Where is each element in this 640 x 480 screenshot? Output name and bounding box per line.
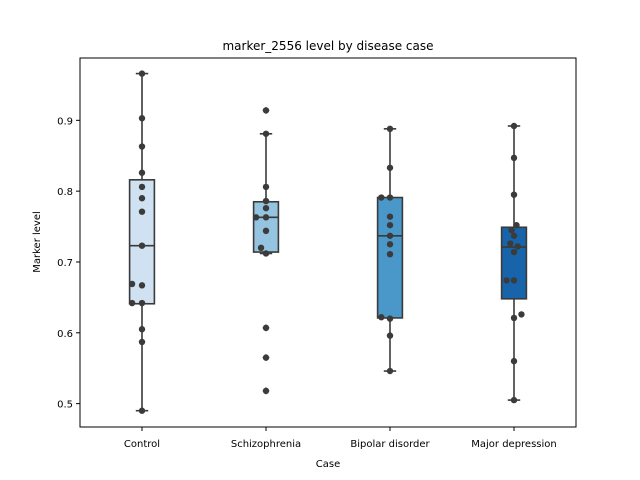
data-point <box>386 332 394 339</box>
data-point <box>262 354 270 361</box>
data-point <box>510 191 518 198</box>
x-tick-label: Bipolar disorder <box>350 439 430 450</box>
data-point <box>510 122 518 130</box>
data-point <box>503 277 510 284</box>
data-point <box>386 221 394 229</box>
x-tick-label: Major depression <box>471 439 557 450</box>
data-point <box>138 70 146 77</box>
data-point <box>138 242 146 249</box>
data-point <box>262 214 270 221</box>
box-group <box>500 125 528 401</box>
data-point <box>257 244 265 252</box>
y-tick-label: 0.7 <box>57 258 73 269</box>
data-point <box>386 164 394 171</box>
data-point <box>138 299 146 307</box>
x-axis: Control Schizophrenia Bipolar disorder Majo… <box>124 427 557 450</box>
data-point <box>386 213 394 220</box>
data-point <box>386 232 394 239</box>
data-point <box>510 357 518 365</box>
data-point <box>510 277 518 284</box>
data-point <box>138 407 146 414</box>
data-point <box>507 240 514 247</box>
data-point <box>262 324 270 332</box>
data-point <box>514 243 521 250</box>
data-point <box>252 214 260 221</box>
x-tick-label: Schizophrenia <box>231 439 301 450</box>
data-point <box>138 143 146 150</box>
data-point <box>386 125 394 133</box>
data-point <box>138 169 146 176</box>
y-tick-label: 0.8 <box>57 187 73 198</box>
data-point <box>128 280 136 288</box>
data-point <box>138 183 146 191</box>
data-point <box>386 250 394 258</box>
data-point <box>262 250 270 257</box>
y-axis: 0.5 0.6 0.7 0.8 0.9 <box>57 116 80 411</box>
data-point <box>508 226 515 234</box>
data-point <box>378 194 385 201</box>
data-point <box>138 338 146 346</box>
data-point <box>378 314 385 321</box>
data-point <box>262 130 270 137</box>
data-point <box>262 227 270 235</box>
data-point <box>138 115 146 122</box>
data-point <box>262 197 270 205</box>
box-iqr <box>376 196 404 319</box>
data-point <box>518 311 525 318</box>
box-group <box>376 128 404 372</box>
x-tick-label: Control <box>124 439 160 450</box>
data-point <box>138 208 146 215</box>
data-point <box>510 154 518 162</box>
y-tick-label: 0.9 <box>57 116 73 127</box>
box-iqr <box>252 200 280 253</box>
data-point <box>262 204 270 212</box>
box-iqr <box>500 226 528 300</box>
y-tick-label: 0.5 <box>57 400 73 411</box>
data-point <box>262 107 270 114</box>
data-point <box>262 183 270 191</box>
data-point <box>510 396 518 404</box>
data-point <box>128 299 136 307</box>
data-point <box>510 232 518 239</box>
data-point <box>513 221 520 229</box>
y-axis-label: Marker level <box>32 211 43 273</box>
data-point <box>386 241 394 248</box>
data-point <box>138 195 146 202</box>
plot-area-frame <box>79 57 577 428</box>
data-point <box>138 282 146 289</box>
points-layer <box>128 70 525 414</box>
data-point <box>262 387 270 395</box>
x-axis-label: Case <box>316 459 340 470</box>
data-point <box>510 314 518 322</box>
data-point <box>386 315 394 322</box>
y-tick-label: 0.6 <box>57 329 73 340</box>
data-point <box>386 367 394 375</box>
data-point <box>386 194 394 201</box>
chart-title: marker_2556 level by disease case <box>222 39 433 53</box>
data-point <box>138 326 146 333</box>
data-point <box>510 248 518 256</box>
